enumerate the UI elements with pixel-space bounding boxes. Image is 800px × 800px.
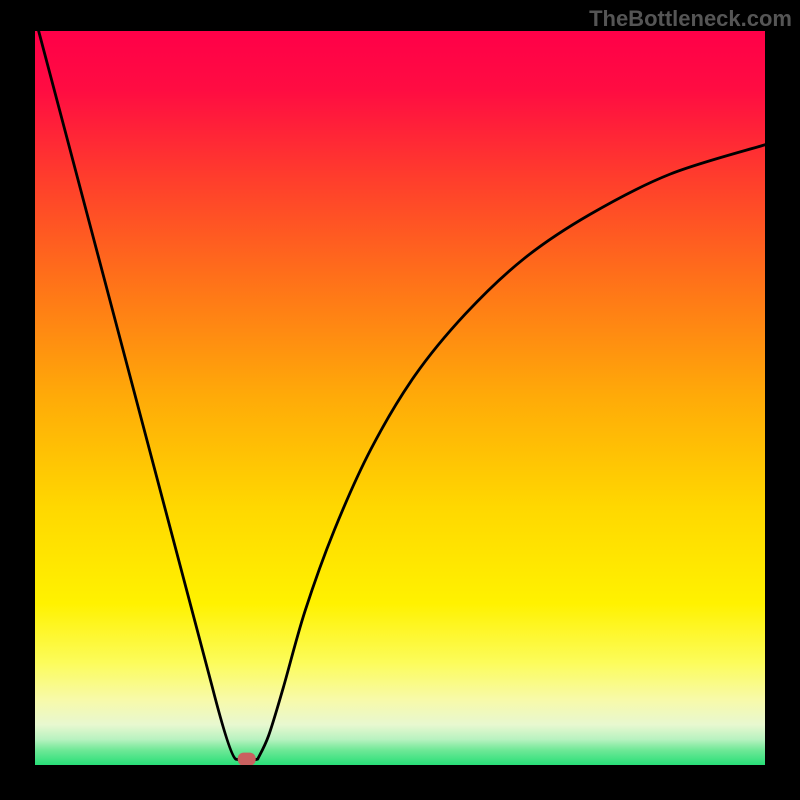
watermark-text: TheBottleneck.com	[589, 6, 792, 32]
plot-area	[35, 31, 765, 765]
minimum-marker	[238, 753, 256, 765]
chart-container: TheBottleneck.com	[0, 0, 800, 800]
chart-svg	[35, 31, 765, 765]
